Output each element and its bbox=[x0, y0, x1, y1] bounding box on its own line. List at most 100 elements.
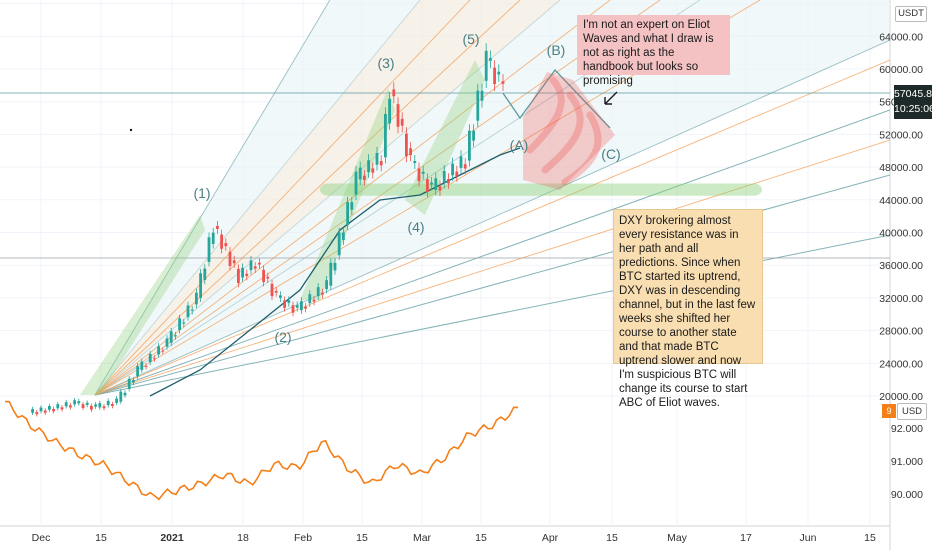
candle-body bbox=[81, 404, 85, 409]
dxy-tick-label: 92.000 bbox=[891, 423, 923, 435]
candle-body bbox=[421, 171, 425, 174]
time-tick-label: 17 bbox=[740, 532, 752, 544]
time-tick-label: 15 bbox=[475, 532, 487, 544]
note-dxy-analysis[interactable]: DXY brokering almost every resistance wa… bbox=[613, 209, 763, 409]
support-zone bbox=[320, 183, 762, 196]
candle-body bbox=[132, 380, 135, 383]
time-tick-label: 18 bbox=[237, 532, 249, 544]
fan-lines bbox=[94, 0, 891, 396]
fib-fan-line bbox=[94, 59, 891, 396]
candle-body bbox=[119, 391, 123, 402]
dxy-tick-label: 91.000 bbox=[891, 456, 923, 468]
candle-body bbox=[249, 260, 253, 271]
price-tick-label: 24000.00 bbox=[879, 358, 923, 370]
candle-body bbox=[203, 268, 207, 280]
price-tick-label: 64000.00 bbox=[879, 31, 923, 43]
note-eliot-disclaimer[interactable]: I'm not an expert on Eliot Waves and wha… bbox=[577, 15, 730, 87]
candle-body bbox=[497, 71, 501, 75]
candle-body bbox=[64, 402, 68, 407]
time-tick-label: May bbox=[667, 532, 688, 544]
candle-body bbox=[43, 410, 47, 413]
candle-body bbox=[438, 186, 442, 191]
fib-fan-line bbox=[94, 139, 891, 396]
fib-fan-line bbox=[94, 0, 661, 396]
bearish-zone-strokes bbox=[526, 76, 602, 186]
candle-body bbox=[266, 276, 270, 279]
dxy-tick-label: 90.000 bbox=[891, 489, 923, 501]
candle-body bbox=[463, 164, 467, 169]
candle-body bbox=[501, 81, 505, 84]
candle-body bbox=[77, 401, 81, 404]
candle-body bbox=[375, 152, 379, 165]
candle-body bbox=[321, 292, 324, 295]
candle-body bbox=[426, 179, 429, 192]
wave-label: (3) bbox=[377, 55, 394, 71]
down-arrow-icon bbox=[604, 91, 618, 105]
candle-body bbox=[39, 407, 43, 412]
candle-body bbox=[127, 378, 131, 389]
candle-body bbox=[190, 309, 194, 311]
candle-body bbox=[144, 365, 148, 367]
time-tick-label: Apr bbox=[542, 532, 559, 544]
candle-body bbox=[392, 89, 396, 97]
candle-body bbox=[400, 118, 404, 126]
bar-countdown: 10:25:06 bbox=[894, 103, 932, 115]
candle-body bbox=[258, 262, 261, 265]
price-tick-label: 20000.00 bbox=[879, 391, 923, 403]
candle-body bbox=[350, 202, 354, 210]
candle-body bbox=[279, 295, 282, 298]
price-tick-label: 36000.00 bbox=[879, 260, 923, 272]
candle-body bbox=[409, 148, 412, 156]
candle-body bbox=[459, 156, 463, 168]
candle-body bbox=[304, 306, 307, 309]
candle-body bbox=[468, 130, 471, 161]
price-tick-label: 60000.00 bbox=[879, 64, 923, 76]
wave-label: (4) bbox=[407, 219, 424, 235]
time-tick-label: 15 bbox=[356, 532, 368, 544]
wave-highlight-1 bbox=[80, 215, 205, 395]
candle-body bbox=[115, 398, 118, 403]
candle-body bbox=[106, 400, 110, 406]
candle-body bbox=[447, 178, 450, 184]
candle-body bbox=[111, 404, 114, 407]
candle-body bbox=[312, 299, 316, 302]
candle-body bbox=[195, 292, 198, 305]
price-tick-label: 44000.00 bbox=[879, 195, 923, 207]
candle-body bbox=[102, 406, 106, 409]
candle-body bbox=[35, 412, 39, 415]
candle-body bbox=[358, 167, 362, 180]
fib-fan-lines bbox=[94, 0, 891, 396]
time-tick-label: 15 bbox=[864, 532, 876, 544]
candle-body bbox=[476, 90, 480, 121]
candle-body bbox=[237, 268, 240, 284]
candle-body bbox=[346, 202, 349, 225]
time-tick-label: Mar bbox=[413, 532, 432, 544]
candle-body bbox=[384, 113, 387, 158]
candle-body bbox=[455, 171, 459, 176]
candle-body bbox=[69, 405, 72, 408]
time-tick-label: 15 bbox=[95, 532, 107, 544]
candle-body bbox=[316, 287, 320, 297]
candle-body bbox=[182, 322, 186, 324]
candle-body bbox=[442, 170, 446, 183]
currency-badge-usdt[interactable]: USDT bbox=[895, 6, 927, 22]
candle-body bbox=[325, 280, 328, 290]
candle-body bbox=[48, 405, 51, 410]
fib-fan-line bbox=[94, 0, 521, 396]
candle-body bbox=[291, 305, 295, 313]
candle-body bbox=[165, 338, 169, 347]
candle-body bbox=[300, 301, 303, 311]
time-axis: Dec 15 2021 18 Feb 15 Mar 15 Apr 15 May 17 Jun 15 bbox=[32, 532, 876, 544]
candle-body bbox=[161, 350, 165, 352]
time-tick-label: Dec bbox=[32, 532, 51, 544]
candle-body bbox=[396, 104, 400, 127]
candle-body bbox=[262, 269, 265, 283]
candle-body bbox=[329, 262, 333, 286]
candle-body bbox=[337, 232, 341, 256]
fib-fill-zone bbox=[95, 0, 560, 395]
candle-body bbox=[430, 182, 433, 185]
currency-badge-usd[interactable]: USD bbox=[897, 403, 927, 420]
wave-label: (5) bbox=[462, 31, 479, 47]
